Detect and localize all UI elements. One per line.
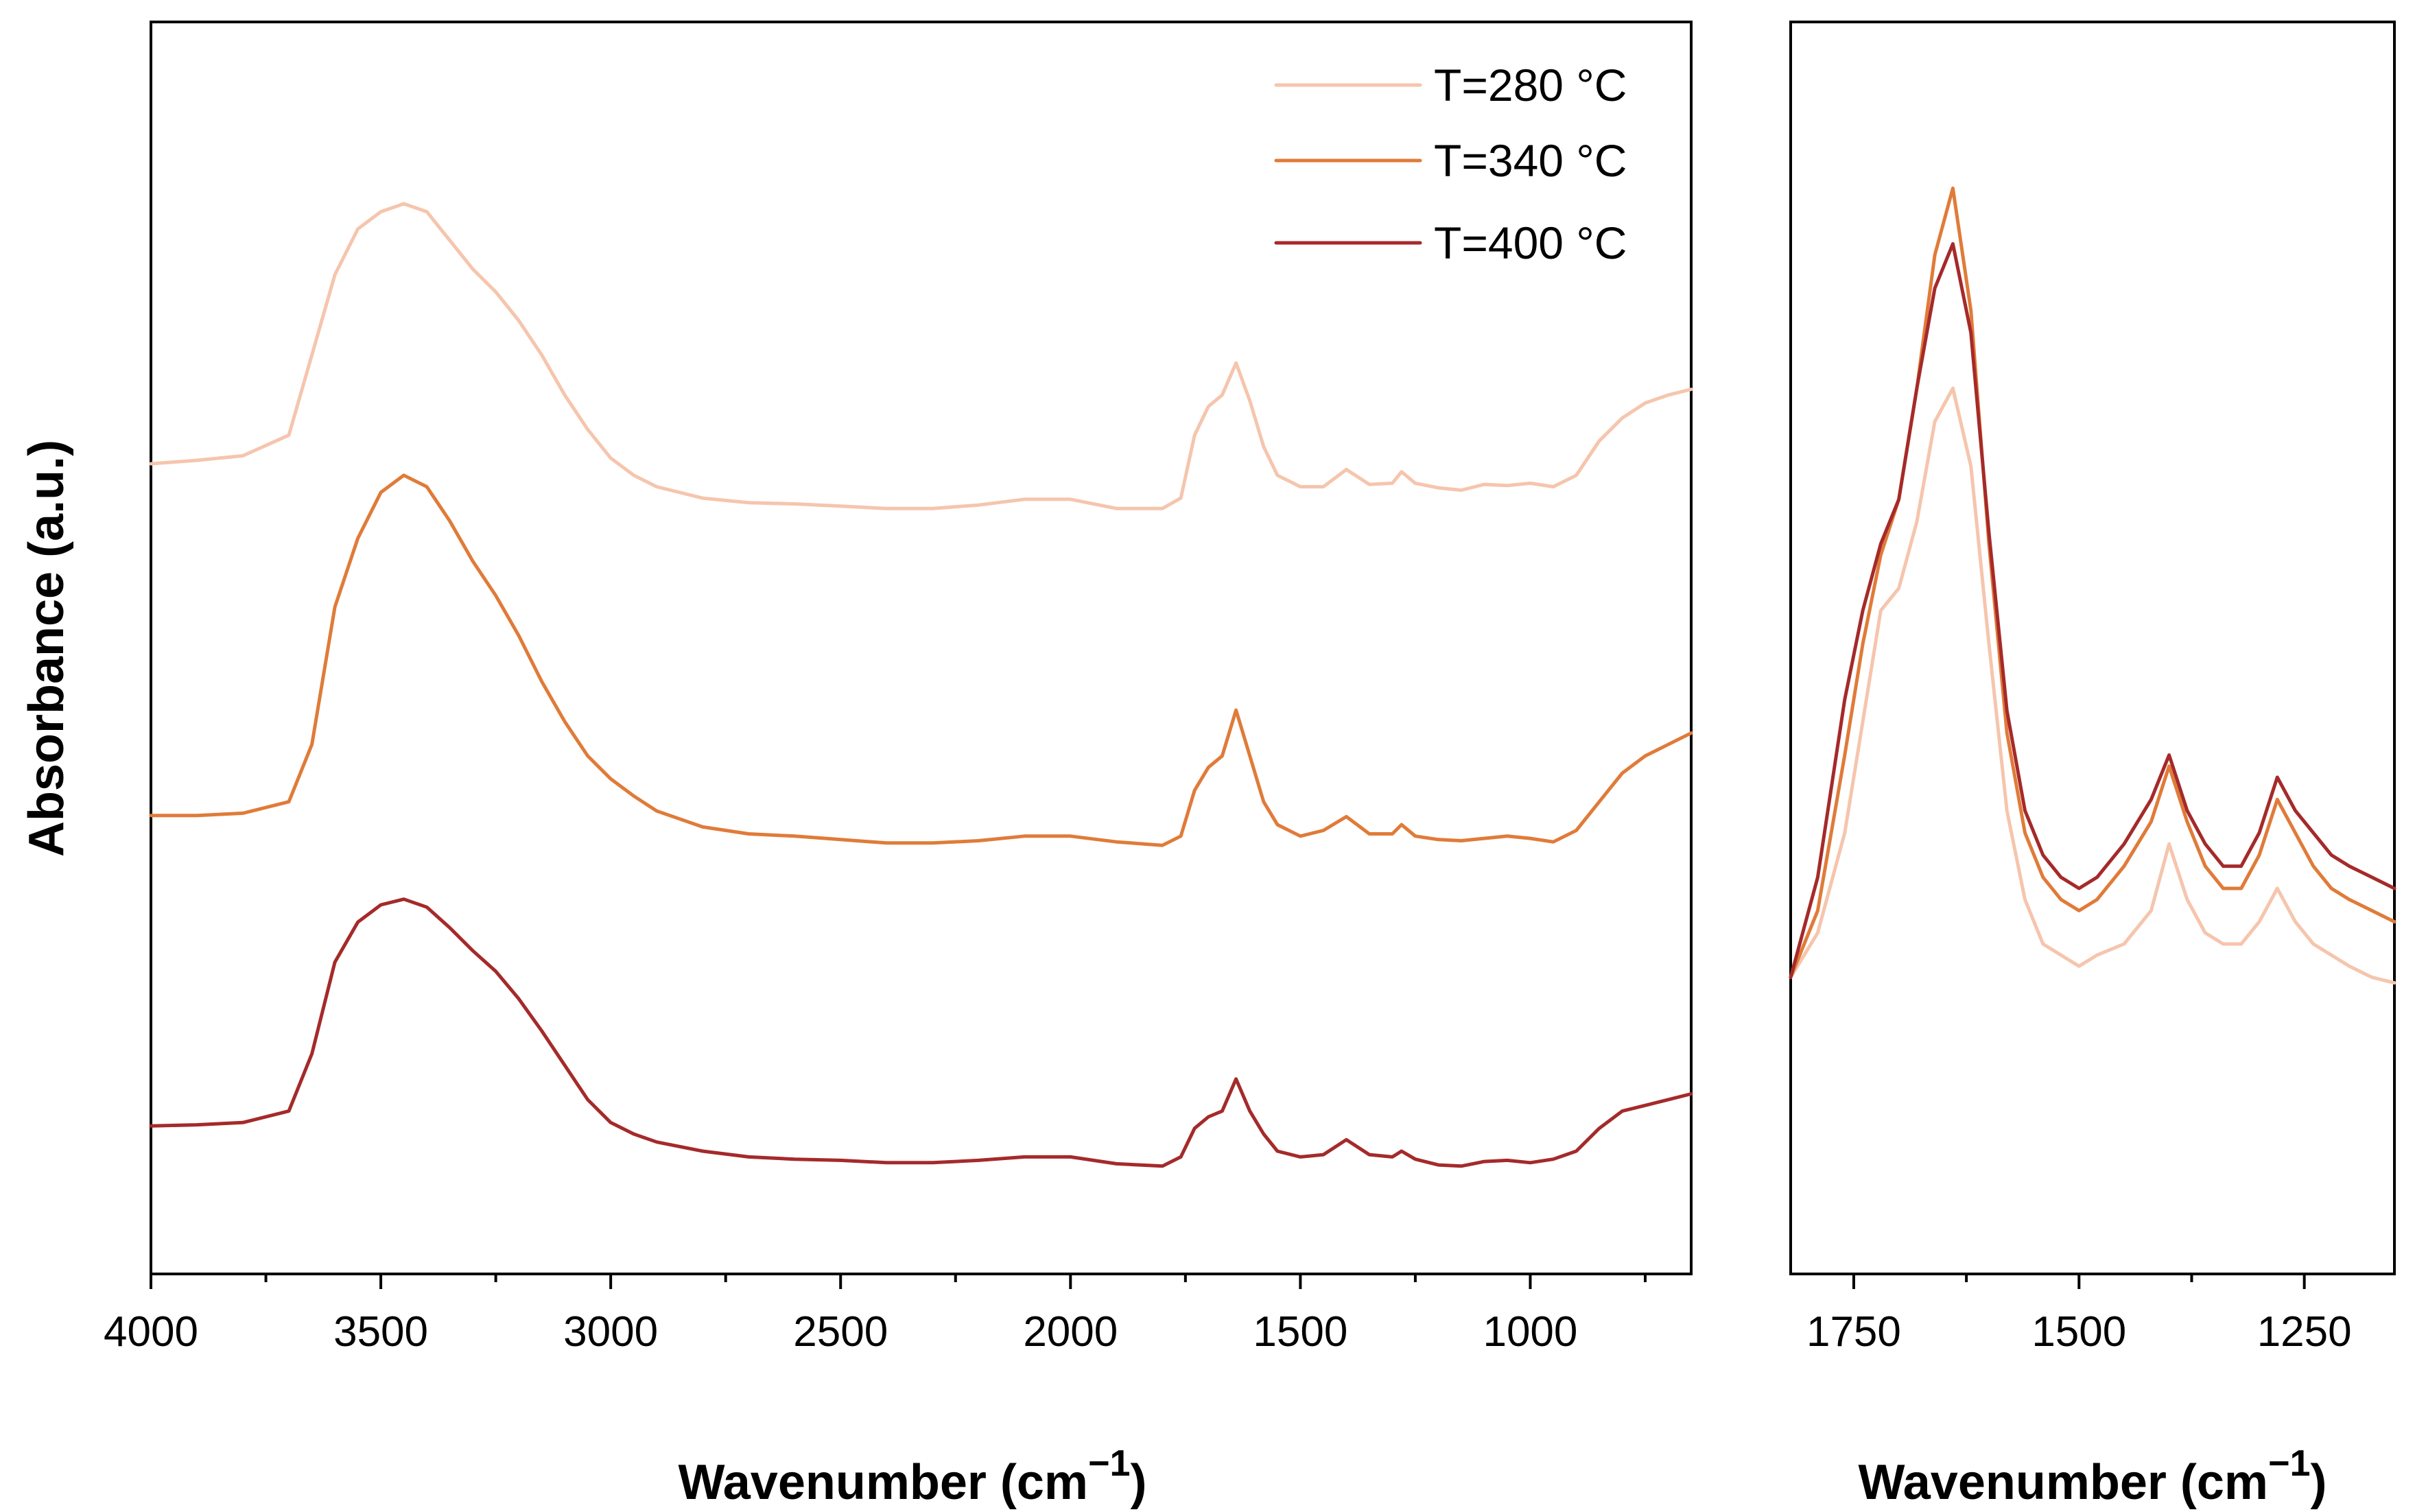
main-x-axis-title-text: Wavenumber (cm [678, 1455, 1087, 1510]
inset-x-tick-label-1500: 1500 [2031, 1308, 2126, 1356]
inset-x-axis-title-text: Wavenumber (cm [1858, 1455, 2267, 1510]
inset-series-t400 [1789, 241, 2396, 980]
inset-x-tick-label-1750: 1750 [1806, 1308, 1901, 1356]
inset-panel: 1750 1500 1250 Wavenumber (cm−1) [1789, 21, 2396, 1510]
main-x-tick-label-2000: 2000 [1023, 1308, 1118, 1356]
main-x-axis-title-sup: −1 [1088, 1443, 1131, 1484]
main-series-group [149, 202, 1693, 1168]
legend-label-400: T=400 °C [1434, 217, 1627, 268]
main-x-tick-labels: 4000 3500 3000 2500 2000 1500 1000 [104, 1308, 1577, 1356]
inset-x-axis-title-sup: −1 [2268, 1443, 2311, 1484]
y-axis-title: Absorbance (a.u.) [19, 440, 74, 857]
main-x-axis-title: Wavenumber (cm−1) [678, 1443, 1146, 1510]
main-series-t280 [149, 202, 1693, 510]
inset-series-t280 [1789, 386, 2396, 985]
main-x-tick-label-2500: 2500 [793, 1308, 888, 1356]
main-x-tick-label-4000: 4000 [104, 1308, 198, 1356]
inset-series-t340 [1789, 186, 2396, 980]
main-x-tick-label-1000: 1000 [1483, 1308, 1577, 1356]
main-series-t400 [149, 897, 1693, 1168]
legend: T=280 °C T=340 °C T=400 °C [1274, 60, 1627, 268]
inset-x-tick-labels: 1750 1500 1250 [1806, 1308, 2352, 1356]
main-series-t340 [149, 473, 1693, 847]
main-x-tick-label-1500: 1500 [1253, 1308, 1347, 1356]
inset-x-axis-title: Wavenumber (cm−1) [1858, 1443, 2326, 1510]
main-x-ticks [150, 1274, 1647, 1289]
main-x-axis-title-close: ) [1131, 1455, 1147, 1510]
inset-x-tick-label-1250: 1250 [2257, 1308, 2352, 1356]
main-panel: 4000 3500 3000 2500 2000 1500 1000 T=280 °C T=… [19, 21, 1693, 1510]
inset-plot-frame [1789, 21, 2396, 1275]
legend-label-280: T=280 °C [1434, 60, 1627, 110]
main-x-tick-label-3000: 3000 [563, 1308, 658, 1356]
inset-x-ticks [1852, 1274, 2306, 1289]
inset-x-axis-title-close: ) [2311, 1455, 2327, 1510]
main-plot-frame [150, 21, 1693, 1275]
legend-label-340: T=340 °C [1434, 135, 1627, 186]
main-x-tick-label-3500: 3500 [333, 1308, 428, 1356]
inset-series-group [1789, 186, 2396, 985]
